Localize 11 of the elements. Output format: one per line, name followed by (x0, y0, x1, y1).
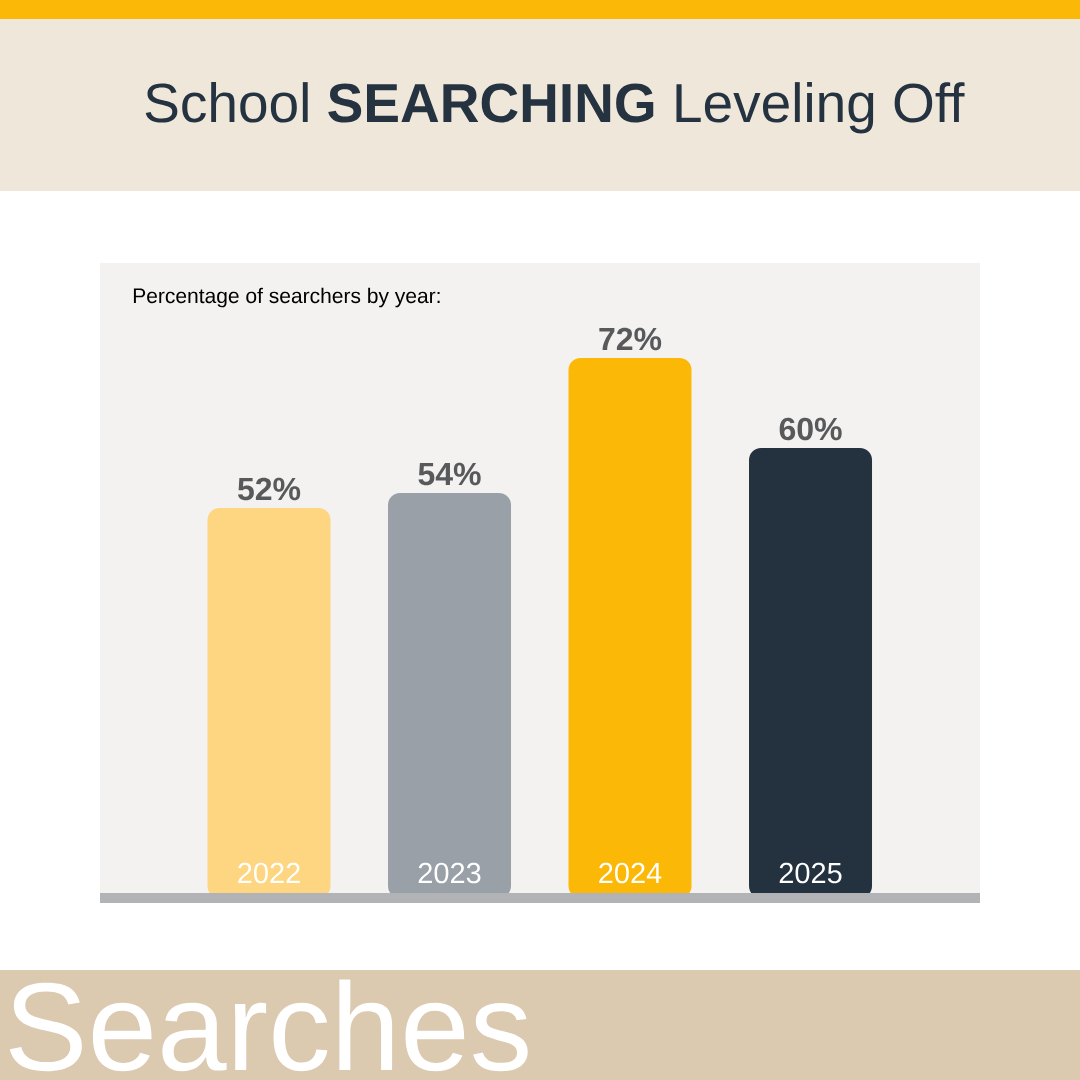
x-tick-label: 2023 (418, 862, 481, 884)
data-label: 54% (418, 462, 481, 486)
x-tick-label: 2022 (238, 862, 300, 884)
chart-title: School SEARCHING Leveling Off (145, 82, 965, 134)
x-tick-label: 2025 (779, 862, 842, 884)
data-label: 72% (599, 327, 662, 351)
x-tick-label: 2024 (599, 862, 662, 884)
chart-subtitle: Percentage of searchers by year: (133, 287, 440, 308)
data-label: 60% (779, 417, 842, 441)
data-label: 52% (237, 477, 301, 501)
text: Searches (9, 979, 528, 1072)
